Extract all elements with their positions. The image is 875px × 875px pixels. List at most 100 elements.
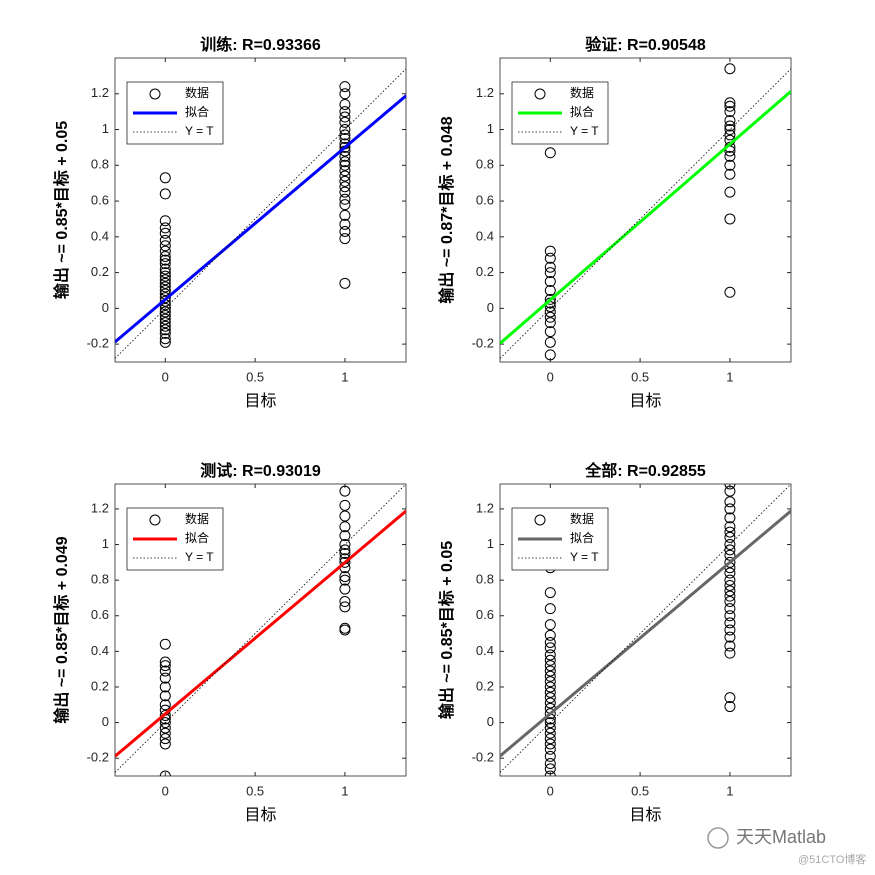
y-tick-label: 1.2	[91, 85, 109, 100]
x-axis-label: 目标	[244, 806, 276, 824]
y-tick-label: 0	[487, 714, 494, 729]
legend-label: 拟合	[185, 104, 209, 119]
data-point	[159, 258, 171, 270]
x-axis-label: 目标	[244, 392, 276, 410]
y-tick-label: -0.2	[472, 336, 494, 351]
data-point	[544, 654, 556, 666]
fit-line	[500, 509, 791, 758]
y-tick-label: 1	[102, 121, 109, 136]
data-point	[339, 106, 351, 118]
data-point	[544, 252, 556, 264]
data-point	[339, 485, 351, 497]
legend-label: Y = T	[570, 550, 599, 564]
data-point	[544, 284, 556, 296]
y-tick-label: 1	[487, 121, 494, 136]
data-point	[544, 686, 556, 698]
data-point	[339, 233, 351, 245]
data-point	[544, 147, 556, 159]
data-point	[339, 225, 351, 237]
x-tick-label: 0	[547, 783, 554, 798]
data-point	[339, 199, 351, 211]
data-point	[339, 175, 351, 187]
data-point	[339, 88, 351, 100]
y-tick-label: -0.2	[87, 750, 109, 765]
watermark-source: @51CTO博客	[798, 852, 866, 866]
data-point	[339, 277, 351, 289]
data-point	[159, 709, 171, 721]
data-point	[724, 521, 736, 533]
data-point	[544, 267, 556, 279]
data-point	[544, 619, 556, 631]
data-point	[724, 701, 736, 713]
data-point	[159, 274, 171, 286]
data-point	[159, 270, 171, 282]
data-point	[339, 583, 351, 595]
legend-label: Y = T	[185, 124, 214, 138]
data-point	[339, 596, 351, 608]
data-point	[339, 547, 351, 559]
y-tick-label: 0	[102, 300, 109, 315]
data-point	[544, 697, 556, 709]
legend-label: 拟合	[570, 104, 594, 119]
y-tick-label: 0.2	[476, 264, 494, 279]
data-point	[724, 213, 736, 225]
data-point	[339, 556, 351, 568]
legend-label: Y = T	[185, 550, 214, 564]
data-point	[339, 156, 351, 168]
data-point	[544, 727, 556, 739]
data-point	[544, 743, 556, 755]
data-point	[544, 681, 556, 693]
legend-marker	[149, 88, 161, 100]
data-point	[544, 763, 556, 775]
data-point	[159, 267, 171, 279]
data-point	[724, 526, 736, 538]
data-point	[159, 317, 171, 329]
data-point	[724, 168, 736, 180]
data-point	[159, 234, 171, 246]
data-point	[339, 124, 351, 136]
data-point	[724, 590, 736, 602]
y-tick-label: 1.2	[91, 500, 109, 515]
data-point	[724, 503, 736, 515]
x-tick-label: 1	[341, 783, 348, 798]
data-point	[159, 717, 171, 729]
data-point	[339, 571, 351, 583]
data-point	[544, 587, 556, 599]
chart-title: 测试: R=0.93019	[200, 461, 321, 480]
data-point	[159, 240, 171, 252]
y-tick-label: 1.2	[476, 500, 494, 515]
data-point	[724, 596, 736, 608]
legend-marker	[534, 88, 546, 100]
data-point	[724, 624, 736, 636]
x-tick-label: 0	[162, 783, 169, 798]
legend-label: 数据	[570, 85, 594, 100]
legend-label: 数据	[185, 85, 209, 100]
data-point	[544, 245, 556, 257]
legend-marker	[149, 514, 161, 526]
watermark: 天天Matlab @51CTO博客	[707, 827, 866, 866]
x-tick-label: 1	[726, 783, 733, 798]
data-point	[159, 336, 171, 348]
data-point	[544, 636, 556, 648]
data-point	[724, 97, 736, 109]
data-point	[724, 124, 736, 136]
data-point	[339, 159, 351, 171]
y-tick-label: 0.8	[91, 157, 109, 172]
data-point	[159, 770, 171, 776]
data-point	[724, 286, 736, 298]
watermark-icon	[707, 827, 729, 849]
data-point	[724, 186, 736, 198]
x-axis-label: 目标	[629, 392, 661, 410]
y-tick-label: 0.2	[476, 678, 494, 693]
y-tick-label: 1.2	[476, 85, 494, 100]
data-point	[159, 188, 171, 200]
data-point	[159, 215, 171, 227]
data-point	[159, 738, 171, 750]
x-tick-label: 0.5	[631, 783, 649, 798]
data-point	[339, 510, 351, 522]
data-point	[159, 302, 171, 314]
